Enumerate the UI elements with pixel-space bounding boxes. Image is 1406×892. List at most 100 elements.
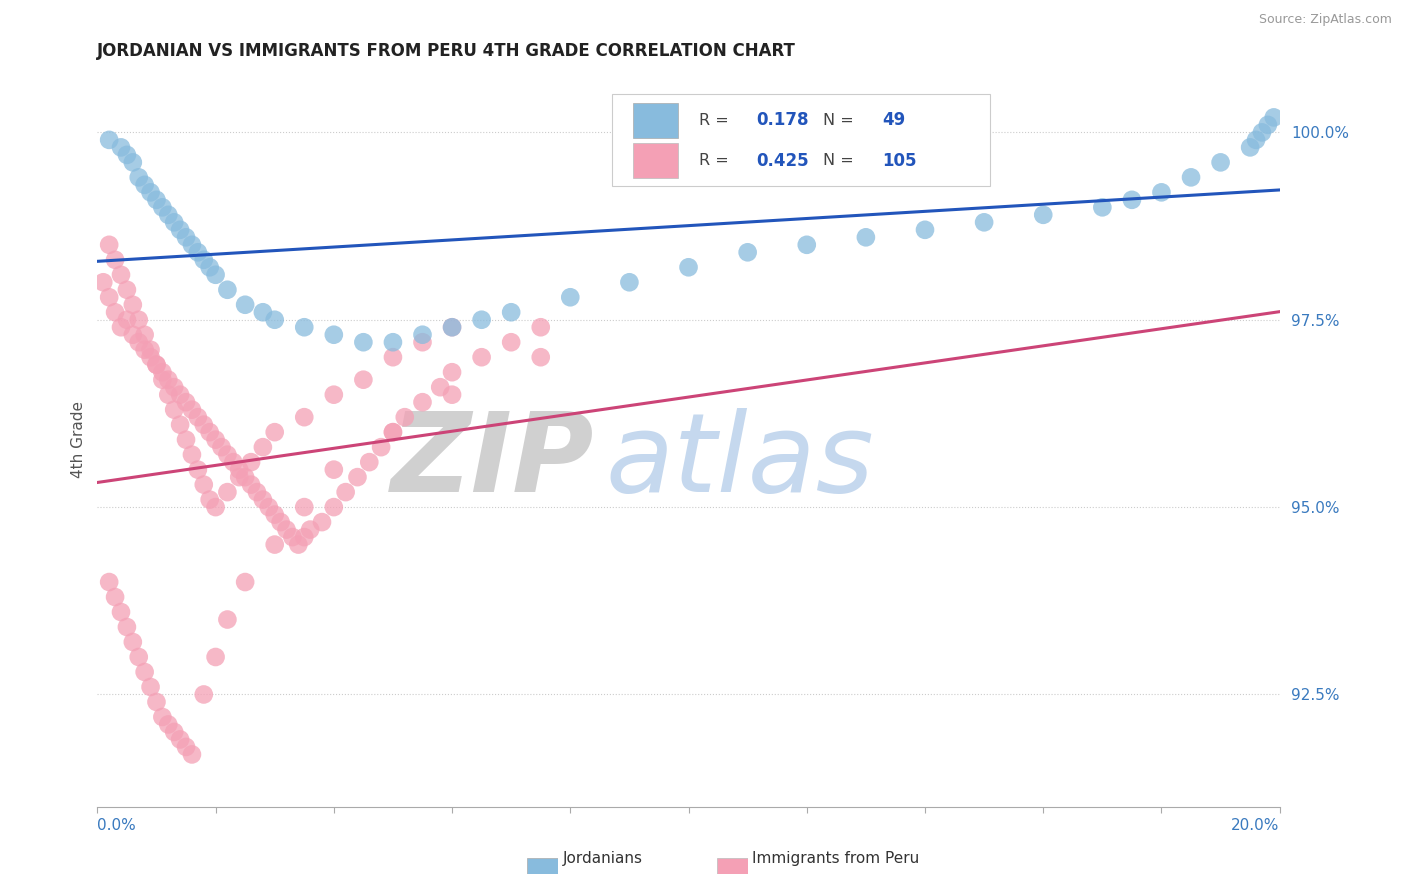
Point	[110, 605, 132, 619]
Point	[228, 470, 250, 484]
Point	[276, 523, 298, 537]
Point	[150, 710, 173, 724]
Text: 49: 49	[883, 112, 905, 129]
Point	[233, 575, 256, 590]
Point	[174, 433, 197, 447]
Point	[359, 455, 381, 469]
Point	[263, 425, 285, 439]
Point	[322, 500, 344, 515]
Point	[198, 260, 221, 275]
Point	[381, 425, 404, 439]
Point	[263, 508, 285, 522]
Point	[287, 538, 309, 552]
Point	[193, 688, 215, 702]
Point	[217, 613, 239, 627]
Point	[1121, 193, 1143, 207]
Point	[233, 470, 256, 484]
Point	[394, 410, 416, 425]
Point	[281, 530, 304, 544]
Point	[145, 695, 167, 709]
Point	[193, 417, 215, 432]
Point	[381, 335, 404, 350]
Text: ZIP: ZIP	[391, 409, 593, 516]
Point	[204, 650, 226, 665]
FancyBboxPatch shape	[717, 858, 748, 874]
Point	[98, 575, 121, 590]
Point	[98, 133, 121, 147]
Point	[169, 417, 191, 432]
Point	[115, 312, 138, 326]
Point	[169, 223, 191, 237]
Point	[411, 327, 433, 342]
Point	[233, 298, 256, 312]
Point	[252, 305, 274, 319]
Point	[128, 650, 150, 665]
Point	[252, 492, 274, 507]
Point	[855, 230, 877, 244]
Point	[121, 155, 143, 169]
Text: Immigrants from Peru: Immigrants from Peru	[752, 851, 920, 866]
Point	[1244, 133, 1267, 147]
Point	[530, 320, 553, 334]
Point	[163, 215, 186, 229]
Text: R =: R =	[699, 112, 734, 128]
Point	[217, 485, 239, 500]
Point	[204, 500, 226, 515]
Point	[501, 335, 523, 350]
Point	[1091, 200, 1114, 214]
Point	[217, 283, 239, 297]
Point	[252, 440, 274, 454]
Point	[1239, 140, 1261, 154]
Point	[187, 462, 209, 476]
Point	[1257, 118, 1279, 132]
Point	[1180, 170, 1202, 185]
Point	[471, 312, 494, 326]
Point	[322, 387, 344, 401]
Point	[914, 223, 936, 237]
Point	[678, 260, 700, 275]
Point	[411, 335, 433, 350]
Point	[187, 410, 209, 425]
Point	[110, 140, 132, 154]
Point	[128, 170, 150, 185]
Point	[145, 358, 167, 372]
Point	[150, 373, 173, 387]
FancyBboxPatch shape	[633, 143, 678, 178]
Point	[292, 410, 315, 425]
Point	[128, 335, 150, 350]
Point	[121, 635, 143, 649]
Point	[187, 245, 209, 260]
Point	[198, 492, 221, 507]
Point	[193, 252, 215, 267]
Point	[121, 327, 143, 342]
Text: 0.425: 0.425	[756, 152, 808, 169]
Point	[115, 283, 138, 297]
Text: R =: R =	[699, 153, 734, 168]
Point	[441, 320, 464, 334]
Point	[211, 440, 233, 454]
Point	[352, 335, 374, 350]
Point	[115, 148, 138, 162]
Y-axis label: 4th Grade: 4th Grade	[72, 401, 86, 478]
Point	[1032, 208, 1054, 222]
Point	[174, 739, 197, 754]
Point	[429, 380, 451, 394]
Point	[139, 186, 162, 200]
Point	[381, 350, 404, 364]
Text: Source: ZipAtlas.com: Source: ZipAtlas.com	[1258, 13, 1392, 27]
Point	[198, 425, 221, 439]
Point	[240, 477, 263, 491]
Point	[1251, 125, 1274, 139]
Point	[104, 252, 127, 267]
Point	[134, 178, 156, 192]
Point	[263, 312, 285, 326]
Point	[181, 747, 204, 762]
Point	[322, 327, 344, 342]
Point	[352, 373, 374, 387]
Point	[370, 440, 392, 454]
Point	[270, 515, 292, 529]
Text: 0.0%: 0.0%	[97, 818, 136, 833]
Point	[346, 470, 368, 484]
Point	[139, 680, 162, 694]
Point	[169, 732, 191, 747]
